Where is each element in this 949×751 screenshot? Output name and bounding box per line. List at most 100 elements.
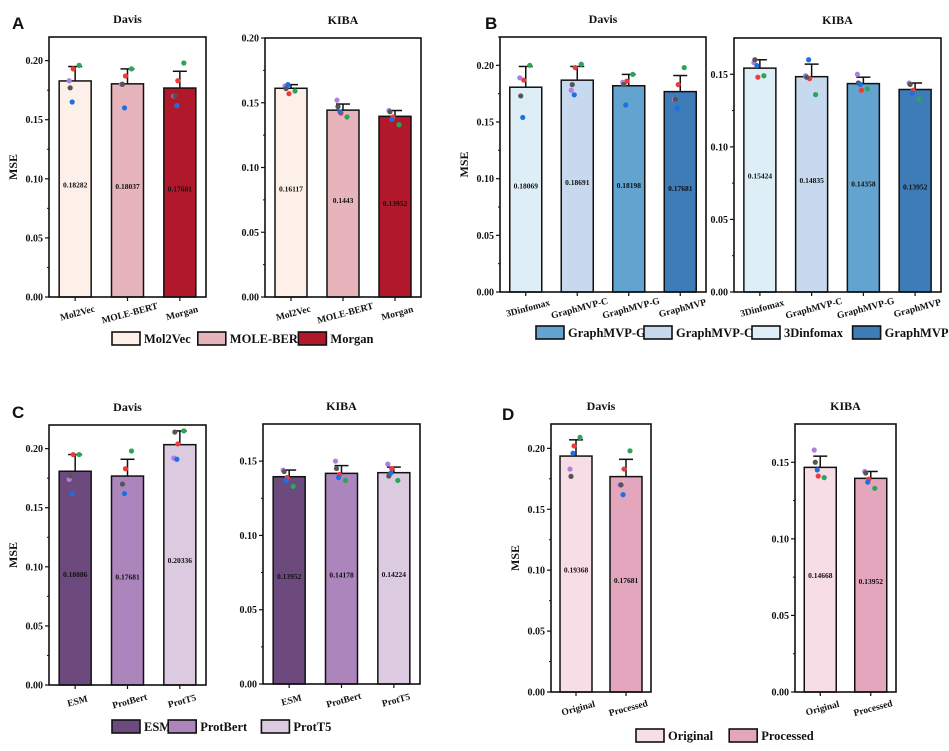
bar-original <box>803 466 837 693</box>
data-point <box>570 450 576 456</box>
legend-item: Processed <box>728 728 814 743</box>
subplot-c-kiba: KIBA 0.00 0.05 0.10 0.15 0.13952 ESM 0.14178 Pro… <box>240 399 421 711</box>
legend-label: Morgan <box>330 332 373 346</box>
bar-value-label: 0.18691 <box>565 178 590 187</box>
legend-label: GraphMVP-G <box>568 326 646 340</box>
x-tick-label: ProtBert <box>111 692 149 711</box>
legend-swatch <box>297 331 328 346</box>
x-tick-label: ESM <box>66 695 89 710</box>
data-point <box>872 485 878 491</box>
y-tick-label: 0.05 <box>242 228 260 239</box>
plot-frame <box>550 423 652 693</box>
legend-swatch <box>851 325 882 340</box>
legend-swatch <box>728 728 759 743</box>
data-point <box>76 62 82 68</box>
x-tick-label: Morgan <box>165 305 200 323</box>
subplot-title: KIBA <box>328 13 359 27</box>
bar-graphmvp-c <box>560 79 594 293</box>
legend-label: Original <box>668 729 714 743</box>
data-point <box>865 479 871 485</box>
legend-swatch <box>167 719 197 734</box>
data-point <box>681 65 687 71</box>
y-tick-label: 0.10 <box>528 566 546 577</box>
data-point <box>333 465 340 472</box>
data-point <box>67 473 73 479</box>
data-point <box>122 466 129 472</box>
data-point <box>854 71 860 77</box>
y-tick-label: 0.05 <box>477 231 495 242</box>
bar-value-label: 0.14224 <box>382 570 407 579</box>
y-tick-label: 0.05 <box>26 233 44 244</box>
y-tick-label: 0.10 <box>772 534 790 545</box>
data-point <box>916 96 922 102</box>
data-point <box>857 81 863 88</box>
bar-mol2vec <box>274 87 308 298</box>
data-point <box>568 473 574 479</box>
legend-swatch <box>111 331 141 346</box>
x-tick-label: Mol2Vec <box>59 305 96 324</box>
data-point <box>337 109 343 115</box>
legend-item: GraphMVP-G <box>535 325 646 340</box>
data-point <box>286 91 292 97</box>
data-point <box>621 82 627 88</box>
data-point <box>567 466 573 472</box>
x-tick-label: Processed <box>853 699 895 719</box>
bar-mol2vec <box>58 80 92 298</box>
data-point <box>121 490 128 497</box>
y-tick-label: 0.10 <box>26 174 44 185</box>
plot-frame <box>794 423 897 693</box>
legend-swatch <box>643 325 673 340</box>
x-tick-label: MOLE-BERT <box>316 302 375 327</box>
data-point <box>76 451 82 458</box>
x-tick-label: ProtT5 <box>381 692 412 709</box>
bar-value-label: 0.14358 <box>851 180 876 189</box>
x-tick-label: GraphMVP-C <box>550 297 609 322</box>
y-axis-label: MSE <box>6 154 20 180</box>
data-point <box>520 114 526 121</box>
plot-frame <box>262 423 421 685</box>
legend-label: ProtBert <box>200 720 248 734</box>
data-point <box>283 85 289 92</box>
data-point <box>389 116 395 123</box>
data-point <box>174 456 180 462</box>
bar-value-label: 0.13952 <box>383 199 408 208</box>
y-tick-label: 0.10 <box>477 174 495 185</box>
y-tick-label: 0.10 <box>240 531 258 542</box>
y-tick-label: 0.00 <box>711 288 729 299</box>
bar-prott5 <box>377 471 411 685</box>
subplot-d-kiba: KIBA 0.00 0.05 0.10 0.15 0.14668 Original 0.139… <box>772 399 897 719</box>
data-point <box>624 78 630 84</box>
y-tick-label: 0.15 <box>242 98 260 109</box>
x-tick-label: ProtBert <box>325 691 363 710</box>
subplot-a-kiba: KIBA 0.00 0.05 0.10 0.15 0.20 0.16117 Mol2Vec 0.… <box>242 13 422 326</box>
data-point <box>122 73 129 79</box>
legend-label: Processed <box>761 729 814 743</box>
data-point <box>811 447 817 453</box>
y-axis-label: MSE <box>457 151 471 177</box>
data-point <box>67 85 73 91</box>
bar-mole-bert <box>326 109 360 298</box>
data-point <box>175 441 181 447</box>
bar-value-label: 0.16117 <box>279 184 303 193</box>
bar-value-label: 0.20336 <box>168 556 193 565</box>
data-point <box>181 428 187 434</box>
y-tick-label: 0.00 <box>26 681 44 692</box>
data-point <box>577 434 583 440</box>
data-point <box>387 109 393 115</box>
y-tick-label: 0.00 <box>528 688 546 699</box>
y-tick-label: 0.05 <box>240 605 258 616</box>
y-tick-label: 0.15 <box>26 503 44 514</box>
data-point <box>752 57 758 63</box>
legend-swatch <box>197 331 227 346</box>
x-tick-label: Mol2Vec <box>275 305 312 324</box>
bar-3dinfomax <box>509 86 543 293</box>
y-tick-label: 0.20 <box>242 34 260 45</box>
bar-value-label: 0.1443 <box>333 196 354 205</box>
x-tick-label: Original <box>805 700 841 719</box>
x-tick-label: MOLE-BERT <box>101 302 160 327</box>
y-axis-label: MSE <box>508 545 522 571</box>
panel-letter-b: B <box>485 14 497 33</box>
plot-frame <box>733 37 942 293</box>
plot-frame <box>48 424 207 686</box>
